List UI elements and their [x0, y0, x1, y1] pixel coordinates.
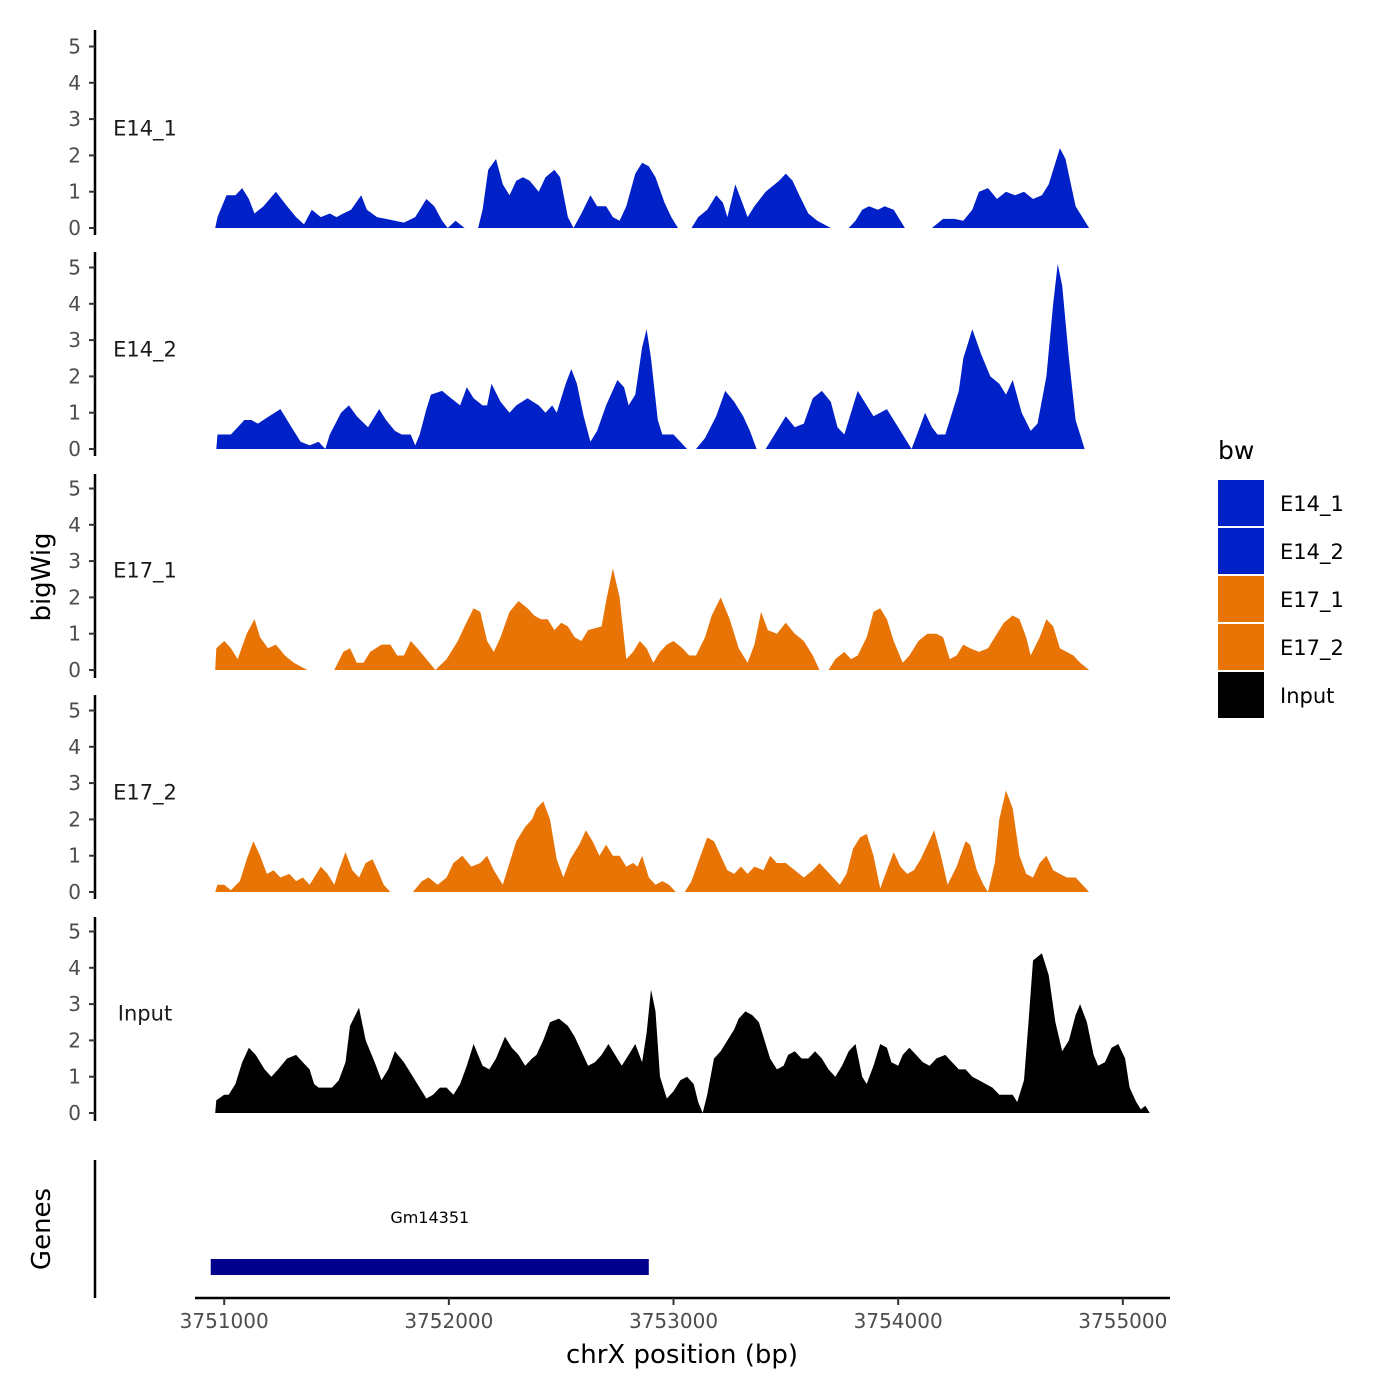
track-E17_1: 0 1 2 3 4 5 E17_1: [68, 474, 1090, 682]
track-label-E14_2: E14_2: [113, 337, 177, 362]
legend-label-Input: Input: [1280, 684, 1334, 708]
legend-label-E14_2: E14_2: [1280, 540, 1344, 565]
x-tick-label-3752000: 3752000: [404, 1309, 493, 1333]
gene-body-Gm14351: [210, 1259, 649, 1275]
track-E14_2: 0 1 2 3 4 5 E14_2: [68, 252, 1085, 461]
signal-area-E14_1-3: [848, 206, 905, 228]
y-tick-label-E14_1-4: 4: [68, 71, 81, 95]
x-tick-label-3754000: 3754000: [854, 1309, 943, 1333]
legend-swatch-E17_1: [1218, 576, 1264, 622]
y-axis-title: bigWig: [27, 532, 57, 621]
signal-area-E14_2-1: [696, 390, 757, 449]
legend-label-E17_1: E17_1: [1280, 588, 1344, 613]
y-tick-label-E14_1-2: 2: [68, 143, 81, 167]
track-E17_2: 0 1 2 3 4 5 E17_2: [68, 695, 1090, 904]
y-tick-label-E14_1-0: 0: [68, 216, 81, 240]
track-label-E17_2: E17_2: [113, 780, 177, 805]
signal-area-E14_2-0: [216, 329, 688, 449]
y-tick-label-E14_2-2: 2: [68, 364, 81, 388]
y-tick-label-E17_2-5: 5: [68, 699, 81, 723]
signal-area-E17_2-1: [412, 801, 676, 892]
signal-area-E17_2-2: [684, 790, 1090, 892]
y-tick-label-E14_1-1: 1: [68, 180, 81, 204]
signal-area-Input-0: [215, 989, 703, 1113]
y-tick-label-Input-0: 0: [68, 1101, 81, 1125]
gene-label-Gm14351: Gm14351: [390, 1208, 469, 1227]
track-Input: 0 1 2 3 4 5 Input: [68, 917, 1150, 1125]
y-tick-label-Input-3: 3: [68, 992, 81, 1016]
x-tick-label-3751000: 3751000: [180, 1309, 269, 1333]
y-tick-label-Input-5: 5: [68, 920, 81, 944]
y-tick-label-E14_1-5: 5: [68, 35, 81, 59]
legend-swatch-E14_2: [1218, 528, 1264, 574]
signal-area-E14_2-2: [765, 263, 1085, 449]
y-tick-label-E14_2-5: 5: [68, 256, 81, 280]
x-tick-label-3753000: 3753000: [629, 1309, 718, 1333]
y-tick-label-E17_1-4: 4: [68, 513, 81, 537]
y-tick-label-Input-2: 2: [68, 1028, 81, 1052]
y-tick-label-Input-1: 1: [68, 1065, 81, 1089]
y-tick-label-E14_2-0: 0: [68, 437, 81, 461]
legend-title: bw: [1218, 436, 1254, 465]
signal-area-Input-1: [702, 953, 1150, 1113]
signal-area-E14_1-4: [931, 148, 1090, 228]
y-tick-label-E17_2-0: 0: [68, 880, 81, 904]
y-tick-label-E14_2-4: 4: [68, 292, 81, 316]
signal-area-E17_2-0: [215, 841, 391, 892]
y-tick-label-Input-4: 4: [68, 956, 81, 980]
track-label-E14_1: E14_1: [113, 116, 177, 141]
y-tick-label-E17_1-0: 0: [68, 658, 81, 682]
legend-swatch-E17_2: [1218, 624, 1264, 670]
legend: bw E14_1 E14_2 E17_1 E17_2 Input: [1218, 436, 1344, 718]
y-tick-label-E14_1-3: 3: [68, 107, 81, 131]
y-tick-label-E17_2-2: 2: [68, 807, 81, 831]
y-tick-label-E17_1-1: 1: [68, 622, 81, 646]
x-tick-label-3755000: 3755000: [1078, 1309, 1167, 1333]
y-tick-label-E17_2-1: 1: [68, 844, 81, 868]
track-label-E17_1: E17_1: [113, 558, 177, 583]
track-label-Input: Input: [118, 1001, 172, 1025]
y-tick-label-E14_2-1: 1: [68, 401, 81, 425]
y-tick-label-E17_1-5: 5: [68, 477, 81, 501]
signal-area-E17_1-0: [215, 619, 308, 670]
track-E14_1: 0 1 2 3 4 5 E14_1: [68, 30, 1090, 240]
signal-area-E14_1-2: [691, 173, 831, 228]
legend-swatch-E14_1: [1218, 480, 1264, 526]
gene-track: Gm14351: [93, 1160, 649, 1298]
y-tick-label-E17_1-3: 3: [68, 549, 81, 573]
legend-swatch-Input: [1218, 672, 1264, 718]
genes-panel-title: Genes: [27, 1188, 57, 1270]
y-tick-label-E17_2-3: 3: [68, 771, 81, 795]
signal-area-E14_1-1: [478, 159, 678, 228]
signal-tracks: 0 1 2 3 4 5 E14_1 0 1 2 3 4 5 E14_2 0 1 2 3 4 5 E17_1 0 1 2 3 4 5 E…: [68, 30, 1150, 1125]
y-tick-label-E17_1-2: 2: [68, 585, 81, 609]
signal-area-E17_1-1: [334, 568, 820, 670]
y-tick-label-E14_2-3: 3: [68, 328, 81, 352]
legend-label-E14_1: E14_1: [1280, 492, 1344, 517]
legend-label-E17_2: E17_2: [1280, 636, 1344, 661]
x-axis: 3751000 3752000 3753000 3754000 3755000: [180, 1296, 1170, 1333]
signal-area-E14_1-0: [215, 188, 465, 228]
y-tick-label-E17_2-4: 4: [68, 735, 81, 759]
x-axis-title: chrX position (bp): [566, 1340, 798, 1370]
signal-area-E17_1-2: [828, 608, 1090, 670]
